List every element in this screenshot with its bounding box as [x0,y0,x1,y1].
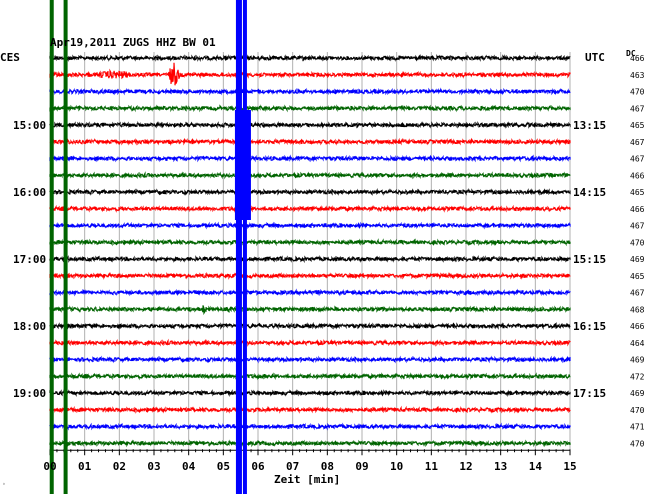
dc-offset-label: 470 [630,238,645,247]
dc-offset-label: 469 [630,389,645,398]
trace-row-19 [49,372,571,381]
right-hour-label: 15:15 [573,253,606,266]
trace-row-1 [49,62,571,86]
x-tick-label: 07 [286,460,299,473]
dc-offset-label: 472 [630,372,645,381]
left-hour-label: 16:00 [13,186,46,199]
left-timezone-label: CES [0,51,20,64]
right-hour-label: 14:15 [573,186,606,199]
trace-row-5 [49,137,571,146]
corner-mark: ◦ [2,481,6,488]
dc-offset-label: 469 [630,356,645,365]
trace-row-16 [49,321,571,330]
chart-title: Apr19,2011 ZUGS HHZ BW 01 [50,36,216,49]
trace-row-11 [49,238,571,247]
x-tick-label: 12 [459,460,472,473]
dc-offset-label: 467 [630,222,645,231]
dc-offset-label: 465 [630,272,645,281]
dc-offset-label: 468 [630,305,645,314]
x-tick-label: 02 [113,460,126,473]
disturbance-band-1 [63,0,68,494]
right-hour-label: 16:15 [573,320,606,333]
dc-offset-label: 465 [630,188,645,197]
seismic-traces [49,53,571,448]
left-hour-labels: 15:00 16:00 17:00 18:00 19:00 [13,119,46,400]
dc-offset-label: 470 [630,88,645,97]
dc-offset-label: 466 [630,205,645,214]
trace-row-7 [49,171,571,180]
trace-row-9 [49,204,571,213]
right-hour-label: 17:15 [573,387,606,400]
x-tick-label: 14 [529,460,543,473]
disturbance-burst-2 [234,110,251,220]
trace-row-4 [49,120,571,129]
trace-row-6 [49,154,571,163]
dc-offset-label: 469 [630,255,645,264]
dc-offset-label: 467 [630,138,645,147]
x-tick-label: 08 [321,460,334,473]
dc-offset-labels: 466 463 470 467 465 467 467 466 465 466 467 470 469 4… [630,54,645,448]
dc-offset-label: 466 [630,54,645,63]
x-tick-label: 03 [147,460,160,473]
dc-offset-label: 470 [630,439,645,448]
x-tick-label: 05 [217,460,230,473]
trace-row-3 [49,104,571,113]
dc-offset-label: 470 [630,406,645,415]
trace-row-20 [49,388,571,398]
dc-offset-label: 463 [630,71,645,80]
trace-row-12 [49,254,571,264]
trace-row-2 [49,87,571,96]
left-hour-label: 17:00 [13,253,46,266]
x-tick-labels: 00 01 02 03 04 05 06 07 08 09 10 11 12 13 14 15 [43,460,576,473]
left-hour-label: 19:00 [13,387,46,400]
disturbance-band-2-b [242,0,247,494]
trace-row-0 [49,53,571,63]
trace-row-15 [49,305,571,316]
trace-row-21 [49,405,571,414]
x-tick-label: 13 [494,460,507,473]
left-hour-label: 15:00 [13,119,46,132]
dc-offset-label: 466 [630,322,645,331]
x-tick-label: 10 [390,460,403,473]
trace-row-22 [49,422,571,431]
grid [49,52,571,456]
right-timezone-label: UTC [585,51,605,64]
x-tick-label: 00 [43,460,56,473]
x-tick-label: 01 [78,460,92,473]
x-tick-label: 04 [182,460,196,473]
x-axis-label: Zeit [min] [274,473,340,486]
left-hour-label: 18:00 [13,320,46,333]
x-tick-label: 15 [563,460,576,473]
dc-offset-label: 467 [630,289,645,298]
trace-row-14 [49,288,571,297]
trace-row-18 [49,355,571,364]
dc-label: DC [626,49,636,58]
right-hour-labels: 13:15 14:15 15:15 16:15 17:15 [573,119,606,400]
disturbance-band-2 [235,0,242,494]
dc-offset-label: 467 [630,155,645,164]
trace-row-13 [49,271,571,280]
dc-offset-label: 467 [630,104,645,113]
trace-row-8 [49,187,571,197]
x-tick-label: 09 [355,460,368,473]
dc-offset-label: 464 [630,339,645,348]
trace-row-10 [49,221,571,230]
disturbance-band-0 [49,0,54,494]
trace-row-17 [49,338,571,347]
trace-row-23 [49,439,571,448]
dc-offset-label: 466 [630,171,645,180]
dc-offset-label: 471 [630,423,645,432]
x-tick-label: 06 [251,460,265,473]
disturbance-bands [49,0,251,494]
x-tick-label: 11 [425,460,439,473]
right-hour-label: 13:15 [573,119,606,132]
dc-offset-label: 465 [630,121,645,130]
